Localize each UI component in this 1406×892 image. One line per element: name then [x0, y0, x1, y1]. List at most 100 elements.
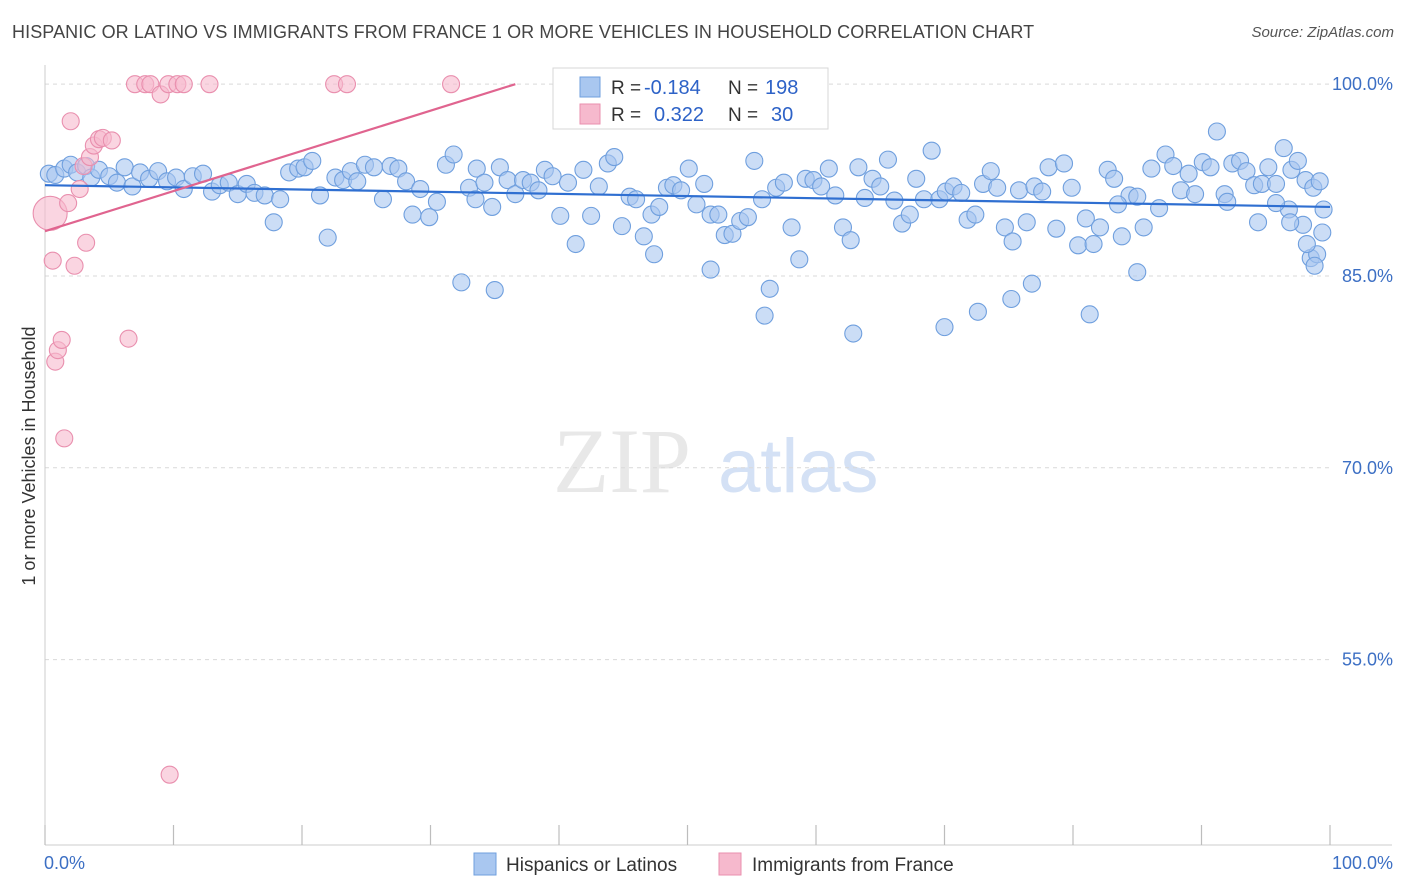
chart-title: HISPANIC OR LATINO VS IMMIGRANTS FROM FR… — [12, 22, 1035, 42]
legend-bottom-swatch-blue — [473, 852, 497, 876]
series-france-points — [32, 75, 461, 784]
hispanic-point-120 — [966, 205, 985, 224]
hispanic-point-136 — [1084, 234, 1103, 254]
hispanic-point-132 — [1054, 154, 1074, 173]
france-point-25 — [200, 75, 219, 94]
hispanic-point-66 — [566, 234, 585, 254]
france-point-1 — [43, 251, 62, 270]
hispanic-point-190 — [1313, 223, 1332, 242]
france-point-6 — [59, 194, 78, 213]
hispanic-point-176 — [701, 260, 720, 279]
hispanic-point-46 — [411, 179, 430, 199]
hispanic-point-68 — [582, 206, 601, 225]
hispanic-point-180 — [1022, 274, 1041, 293]
hispanic-point-142 — [1128, 187, 1147, 206]
hispanic-point-133 — [1062, 178, 1081, 197]
hispanic-point-108 — [878, 150, 898, 169]
hispanic-point-131 — [1047, 219, 1066, 238]
hispanic-point-177 — [645, 245, 664, 264]
hispanic-point-103 — [841, 231, 860, 250]
hispanic-point-45 — [403, 205, 422, 224]
france-point-5 — [55, 429, 74, 448]
hispanic-point-69 — [589, 177, 608, 196]
hispanic-point-90 — [745, 151, 764, 170]
hispanic-point-32 — [303, 151, 322, 170]
hispanic-point-192 — [1305, 256, 1324, 275]
axes — [44, 65, 1392, 846]
hispanic-point-71 — [605, 148, 624, 167]
hispanic-point-185 — [1248, 213, 1268, 232]
hispanic-point-118 — [952, 183, 971, 202]
hispanic-point-134 — [1069, 236, 1088, 255]
hispanic-point-53 — [467, 159, 486, 178]
hispanic-point-167 — [1310, 172, 1329, 191]
hispanic-point-145 — [1150, 199, 1169, 218]
y-tick-label-3: 55.0% — [1342, 650, 1393, 670]
france-point-8 — [65, 256, 84, 275]
hispanic-point-168 — [1314, 200, 1333, 219]
hispanic-point-64 — [551, 206, 570, 225]
hispanic-point-48 — [427, 192, 446, 211]
hispanic-point-164 — [1288, 151, 1307, 170]
france-point-17 — [119, 329, 138, 348]
legend-n-value-2: 30 — [771, 104, 793, 126]
series-legend: Hispanics or Latinos Immigrants from Fra… — [473, 852, 954, 876]
hispanic-point-175 — [755, 306, 774, 325]
hispanic-point-63 — [543, 167, 562, 186]
france-point-11 — [77, 233, 96, 252]
hispanic-point-40 — [364, 158, 384, 177]
hispanic-point-61 — [529, 181, 548, 200]
hispanic-point-100 — [819, 159, 838, 178]
hispanic-point-92 — [760, 279, 779, 298]
hispanic-point-124 — [995, 218, 1014, 237]
source-credit: Source: ZipAtlas.com — [1251, 24, 1394, 41]
hispanic-point-27 — [264, 213, 283, 232]
france-point-29 — [160, 765, 179, 784]
hispanic-point-72 — [612, 217, 632, 236]
y-tick-labels: 100.0% 85.0% 70.0% 55.0% — [1332, 74, 1393, 669]
legend-n-value-1: 198 — [765, 77, 798, 99]
hispanic-point-187 — [1281, 213, 1300, 232]
hispanic-point-160 — [1259, 158, 1278, 177]
legend-bottom-label-pink: Immigrants from France — [752, 855, 954, 876]
hispanic-point-51 — [452, 273, 471, 292]
hispanic-point-181 — [968, 302, 987, 321]
france-point-16 — [102, 131, 121, 150]
trend-lines — [44, 83, 1331, 233]
hispanic-point-83 — [695, 174, 714, 193]
hispanic-point-54 — [475, 173, 494, 192]
hispanic-point-94 — [774, 173, 793, 192]
hispanic-point-99 — [812, 177, 831, 196]
hispanic-point-65 — [558, 173, 578, 192]
legend-swatch-blue — [579, 76, 601, 98]
x-tick-labels: 0.0% 100.0% — [44, 853, 1393, 873]
hispanic-point-143 — [1134, 218, 1153, 237]
hispanic-point-140 — [1112, 227, 1131, 246]
hispanic-point-67 — [574, 160, 593, 179]
hispanic-point-150 — [1186, 185, 1205, 204]
legend-bottom-swatch-pink — [718, 852, 742, 876]
hispanic-point-55 — [483, 197, 502, 216]
series-hispanics-points — [39, 122, 1333, 343]
hispanic-point-182 — [1080, 305, 1099, 324]
hispanic-point-77 — [650, 197, 669, 216]
hispanic-point-162 — [1274, 139, 1293, 158]
hispanic-point-171 — [1128, 263, 1147, 282]
hispanic-point-81 — [679, 159, 698, 178]
hispanic-point-178 — [485, 280, 504, 300]
hispanic-point-111 — [900, 205, 919, 224]
hispanic-point-10 — [115, 158, 134, 177]
legend-n-label-1: N = — [728, 78, 758, 99]
hispanic-point-174 — [844, 324, 863, 343]
hispanic-point-50 — [444, 145, 463, 164]
hispanic-point-144 — [1142, 159, 1161, 178]
hispanic-point-82 — [687, 195, 706, 214]
hispanic-point-179 — [466, 190, 485, 209]
x-tick-label-0: 0.0% — [44, 853, 85, 873]
hispanic-point-184 — [1218, 192, 1237, 211]
hispanic-point-139 — [1105, 169, 1124, 188]
trend-line-hispanics — [44, 184, 1331, 209]
hispanic-point-101 — [826, 186, 845, 205]
hispanic-point-149 — [1179, 164, 1198, 183]
